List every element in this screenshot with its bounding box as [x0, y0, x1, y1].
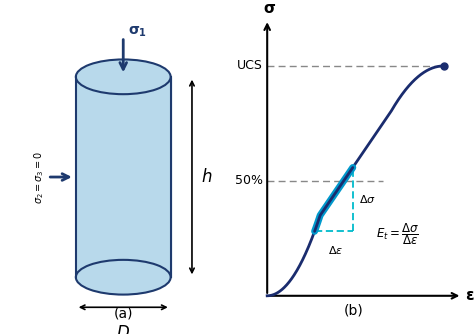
Text: $\mathbf{\sigma_1}$: $\mathbf{\sigma_1}$: [128, 24, 147, 39]
Text: UCS: UCS: [237, 59, 263, 72]
Ellipse shape: [76, 59, 171, 94]
Text: 50%: 50%: [235, 174, 263, 187]
Text: (b): (b): [343, 304, 363, 318]
Text: $\mathbf{\sigma}$: $\mathbf{\sigma}$: [263, 1, 276, 16]
Text: $D$: $D$: [116, 324, 130, 334]
Text: $E_t = \dfrac{\Delta\sigma}{\Delta\varepsilon}$: $E_t = \dfrac{\Delta\sigma}{\Delta\varep…: [376, 221, 419, 246]
Text: $\Delta\varepsilon$: $\Delta\varepsilon$: [328, 244, 344, 256]
Text: $\boldsymbol{\varepsilon}$: $\boldsymbol{\varepsilon}$: [465, 288, 474, 303]
Text: $\Delta\sigma$: $\Delta\sigma$: [359, 193, 375, 205]
Polygon shape: [76, 77, 171, 277]
Text: (a): (a): [113, 307, 133, 321]
Ellipse shape: [76, 260, 171, 295]
Text: $\sigma_2=\sigma_3=0$: $\sigma_2=\sigma_3=0$: [32, 151, 46, 203]
Text: $h$: $h$: [201, 168, 213, 186]
